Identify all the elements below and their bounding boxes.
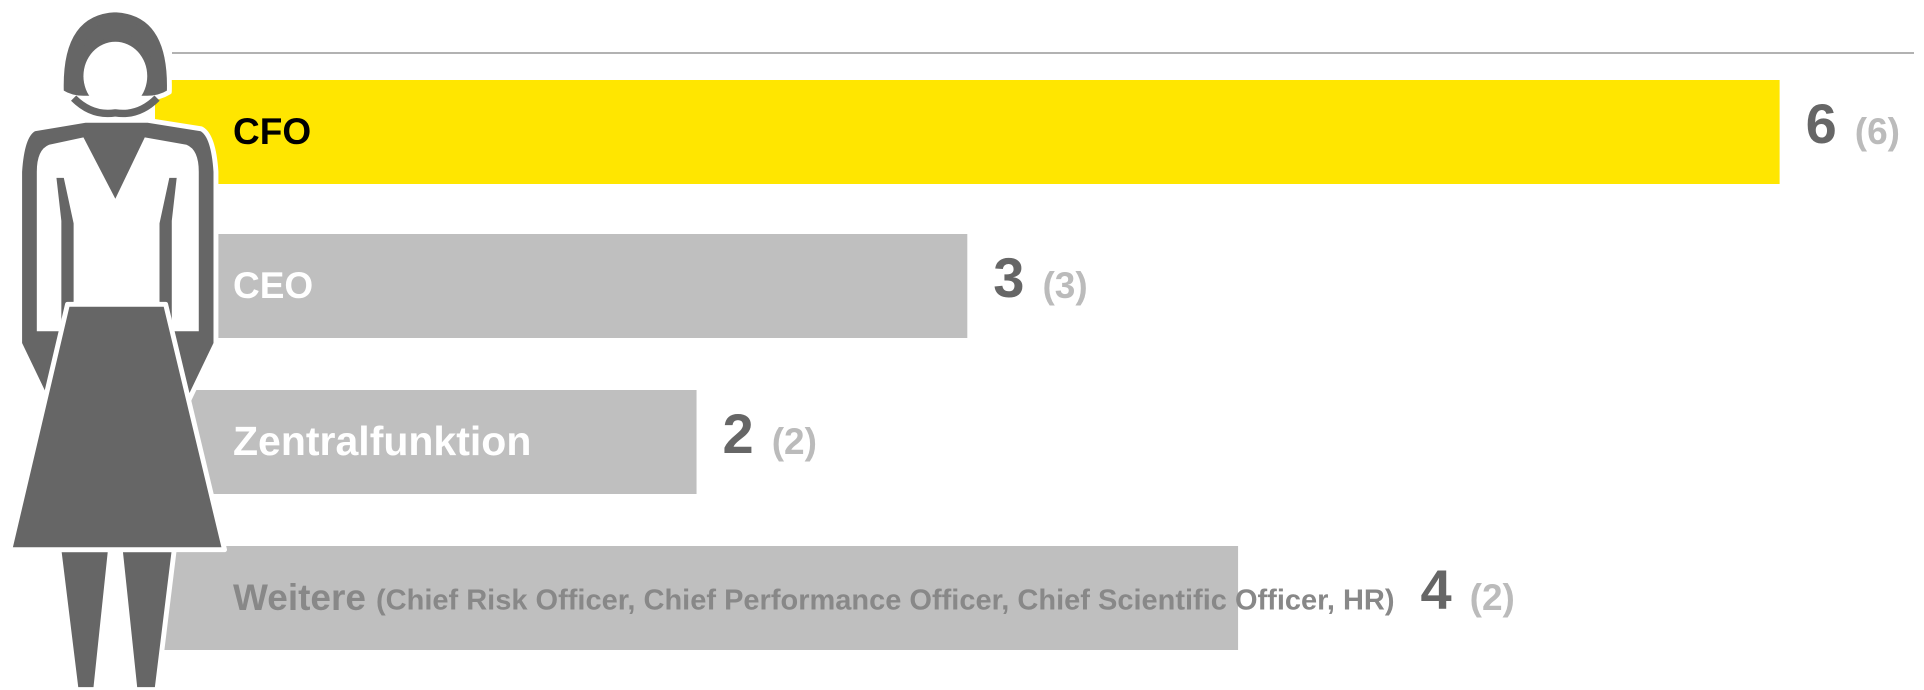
category-detail: (Chief Risk Officer, Chief Performance O… xyxy=(376,585,1394,617)
category-label: Weitere xyxy=(233,577,366,618)
category-label: CFO xyxy=(233,111,311,152)
value-label: 2 xyxy=(723,402,754,465)
value-label: 3 xyxy=(993,246,1024,309)
previous-value-label: (2) xyxy=(1470,577,1515,618)
value-label: 4 xyxy=(1420,558,1451,621)
previous-value-label: (2) xyxy=(772,421,817,462)
category-label: Zentralfunktion xyxy=(233,418,531,464)
bar xyxy=(155,80,1780,184)
category-label: CEO xyxy=(233,265,313,306)
previous-value-label: (3) xyxy=(1042,265,1087,306)
bar xyxy=(155,390,697,494)
value-label: 6 xyxy=(1806,92,1837,155)
bar xyxy=(155,546,1239,650)
previous-value-label: (6) xyxy=(1855,111,1900,152)
labels: CFO 6 (6) CEO 3 (3) Zentralfunktion 2 (2) Weitere… xyxy=(233,92,1900,621)
woman-icon xyxy=(7,7,227,690)
bars xyxy=(155,80,1780,650)
bar xyxy=(155,234,968,338)
